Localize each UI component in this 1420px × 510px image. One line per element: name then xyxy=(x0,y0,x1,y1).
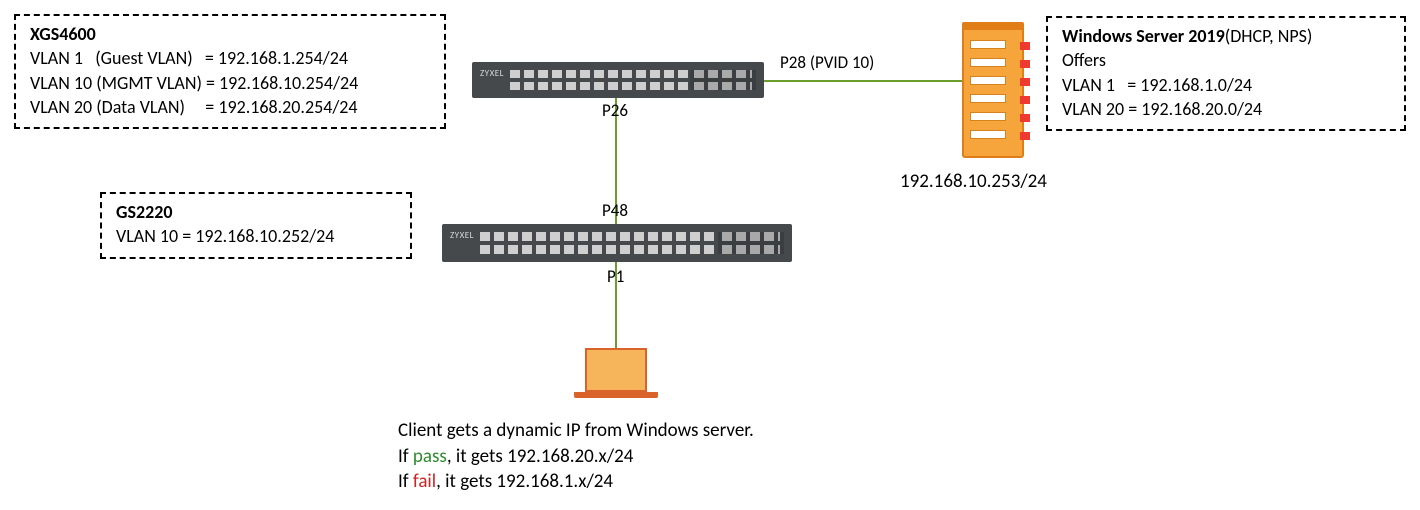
winserver-row-vlan1: VLAN 1 = 192.168.1.0/24 xyxy=(1062,73,1390,97)
winserver-info-box: Windows Server 2019(DHCP, NPS) Offers VL… xyxy=(1046,16,1406,131)
client-laptop-icon xyxy=(574,348,658,398)
winserver-title-line: Windows Server 2019(DHCP, NPS) xyxy=(1062,24,1390,48)
xgs4600-info-box: XGS4600 VLAN 1 (Guest VLAN) = 192.168.1.… xyxy=(14,14,446,129)
label-p1: P1 xyxy=(607,266,624,287)
label-p28: P28 (PVID 10) xyxy=(780,52,874,73)
gs2220-row-vlan10: VLAN 10 = 192.168.10.252/24 xyxy=(116,224,396,248)
server-ip-label: 192.168.10.253/24 xyxy=(900,170,1047,193)
gs2220-info-box: GS2220 VLAN 10 = 192.168.10.252/24 xyxy=(100,192,412,259)
link-switch1-to-server xyxy=(764,80,962,82)
switch-xgs4600-icon: ZYXEL xyxy=(472,62,764,98)
winserver-title-suffix: (DHCP, NPS) xyxy=(1225,25,1313,47)
xgs4600-row-vlan10: VLAN 10 (MGMT VLAN) = 192.168.10.254/24 xyxy=(30,71,430,95)
winserver-title: Windows Server 2019 xyxy=(1062,25,1225,47)
if-prefix-fail: If xyxy=(398,470,413,493)
switch-xgs4600-brand: ZYXEL xyxy=(480,68,504,79)
xgs4600-row-vlan1: VLAN 1 (Guest VLAN) = 192.168.1.254/24 xyxy=(30,46,430,70)
fail-rest: , it gets 192.168.1.x/24 xyxy=(436,470,613,493)
switch-gs2220-brand: ZYXEL xyxy=(450,230,474,241)
client-result-text: Client gets a dynamic IP from Windows se… xyxy=(398,418,754,495)
client-line-fail: If fail, it gets 192.168.1.x/24 xyxy=(398,469,754,495)
label-p48: P48 xyxy=(602,200,628,221)
client-line-pass: If pass, it gets 192.168.20.x/24 xyxy=(398,444,754,470)
windows-server-icon xyxy=(962,26,1024,158)
xgs4600-title: XGS4600 xyxy=(30,22,430,46)
switch-gs2220-icon: ZYXEL xyxy=(442,224,792,262)
fail-word: fail xyxy=(413,470,436,493)
xgs4600-row-vlan20: VLAN 20 (Data VLAN) = 192.168.20.254/24 xyxy=(30,95,430,119)
winserver-row-vlan20: VLAN 20 = 192.168.20.0/24 xyxy=(1062,97,1390,121)
pass-word: pass xyxy=(413,445,447,468)
winserver-row-offers: Offers xyxy=(1062,48,1390,72)
gs2220-title: GS2220 xyxy=(116,200,396,224)
pass-rest: , it gets 192.168.20.x/24 xyxy=(447,445,634,468)
label-p26: P26 xyxy=(602,100,628,121)
if-prefix-pass: If xyxy=(398,445,413,468)
client-line1: Client gets a dynamic IP from Windows se… xyxy=(398,418,754,444)
